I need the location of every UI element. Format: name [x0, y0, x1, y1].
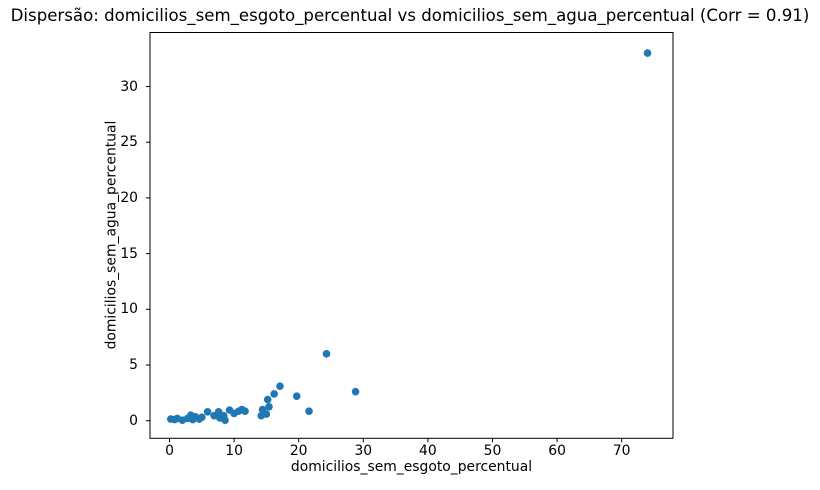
data-point: [203, 407, 212, 416]
y-tick-label: 30: [120, 78, 138, 95]
data-point: [276, 382, 284, 390]
y-tick-label: 5: [129, 357, 138, 373]
y-tick-label: 20: [120, 189, 138, 206]
data-point: [214, 407, 223, 416]
data-point: [221, 416, 229, 424]
chart-title: Dispersão: domicilios_sem_esgoto_percent…: [10, 6, 810, 25]
x-tick-label: 60: [548, 443, 566, 459]
y-tick-label: 25: [120, 134, 138, 151]
y-axis-label: domicilios_sem_agua_percentual: [103, 120, 120, 350]
axes-frame: [149, 32, 674, 439]
y-tick-label: 0: [129, 412, 138, 429]
data-point: [305, 407, 313, 416]
data-point: [643, 49, 652, 57]
data-point: [265, 402, 273, 411]
x-tick-label: 10: [225, 443, 243, 459]
data-point: [198, 413, 206, 422]
y-tick-label: 15: [120, 245, 138, 262]
data-point: [351, 387, 360, 396]
data-point: [292, 392, 301, 400]
data-point: [241, 407, 249, 416]
x-tick-label: 40: [419, 443, 437, 459]
y-tick-label: 10: [120, 301, 138, 318]
data-point: [263, 395, 272, 404]
x-tick-label: 50: [483, 443, 502, 459]
x-tick-label: 0: [165, 443, 174, 459]
x-tick-label: 70: [612, 443, 631, 459]
data-point: [262, 410, 271, 418]
data-point: [322, 350, 331, 358]
x-tick-label: 30: [354, 443, 373, 459]
x-tick-label: 20: [289, 443, 308, 459]
x-axis-label: domicilios_sem_esgoto_percentual: [290, 459, 533, 475]
data-point: [270, 390, 278, 398]
